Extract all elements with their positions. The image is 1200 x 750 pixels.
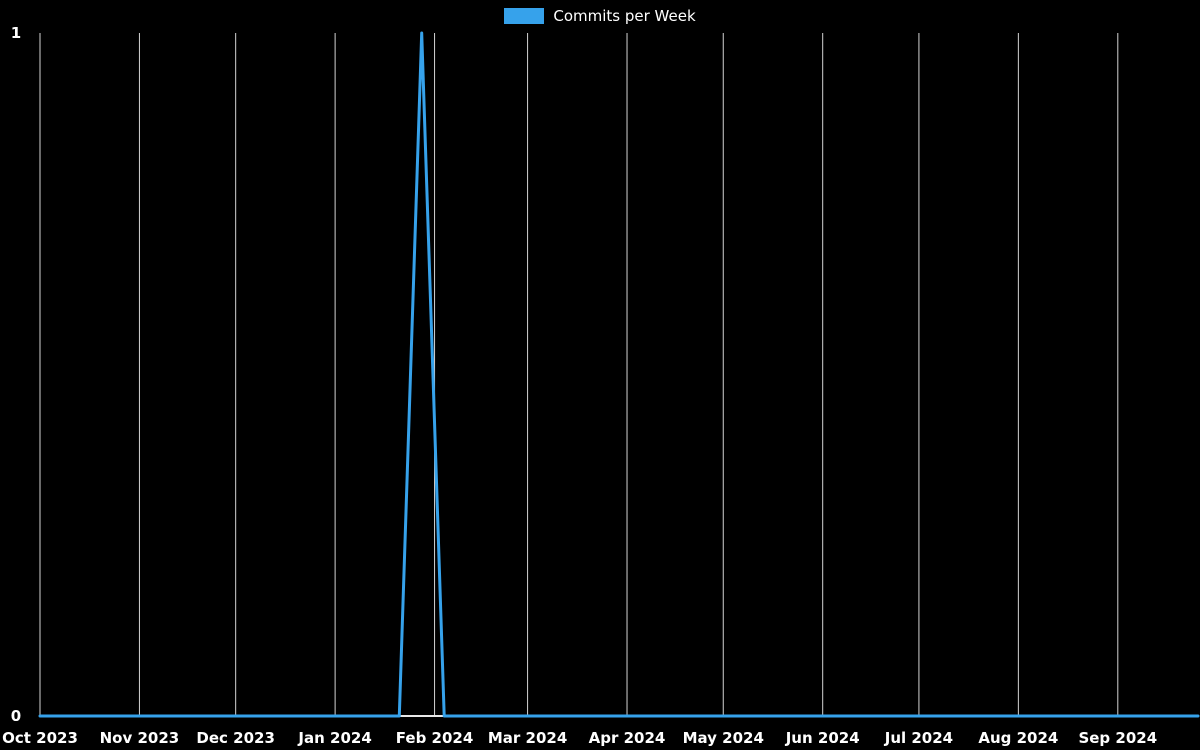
- x-tick-label: Apr 2024: [589, 729, 666, 747]
- x-tick-label: Jul 2024: [884, 729, 953, 747]
- y-tick-label: 0: [11, 707, 21, 725]
- x-tick-label: Feb 2024: [396, 729, 474, 747]
- series-line: [38, 31, 1200, 718]
- x-tick-label: Jun 2024: [785, 729, 860, 747]
- x-tick-label: Aug 2024: [978, 729, 1058, 747]
- y-tick-label: 1: [11, 24, 21, 42]
- x-tick-label: Mar 2024: [488, 729, 567, 747]
- legend-label: Commits per Week: [553, 7, 696, 25]
- chart-legend: Commits per Week: [0, 8, 1200, 24]
- x-tick-label: Nov 2023: [100, 729, 180, 747]
- x-tick-label: Oct 2023: [2, 729, 78, 747]
- legend-swatch: [504, 8, 545, 24]
- x-tick-label: Dec 2023: [196, 729, 275, 747]
- x-tick-label: Sep 2024: [1078, 729, 1157, 747]
- x-tick-label: May 2024: [683, 729, 764, 747]
- legend-item-commits[interactable]: Commits per Week: [504, 7, 696, 25]
- x-tick-label: Jan 2024: [297, 729, 371, 747]
